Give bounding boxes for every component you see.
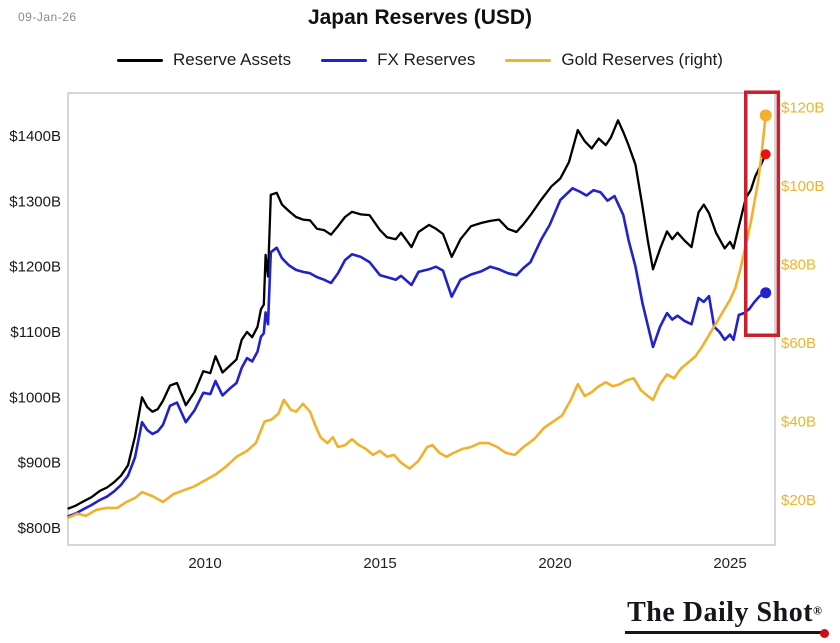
chart-date: 09-Jan-26 bbox=[18, 10, 77, 24]
y-left-tick-label: $1000B bbox=[9, 389, 61, 406]
y-right-tick-label: $120B bbox=[781, 100, 824, 117]
legend-item-fx-reserves: FX Reserves bbox=[321, 50, 475, 70]
end-dot-reserve-assets bbox=[760, 149, 771, 160]
legend-label-reserve-assets: Reserve Assets bbox=[173, 50, 292, 69]
highlight-box bbox=[744, 90, 781, 338]
legend-label-fx-reserves: FX Reserves bbox=[377, 50, 476, 69]
end-dot-fx-reserves bbox=[760, 287, 772, 299]
legend-label-gold-reserves: Gold Reserves (right) bbox=[561, 50, 723, 69]
y-left-tick-label: $1300B bbox=[9, 193, 61, 210]
y-left-tick-label: $1400B bbox=[9, 128, 61, 145]
x-tick-label: 2015 bbox=[363, 555, 396, 572]
y-right-tick-label: $20B bbox=[781, 492, 816, 509]
reserve-assets-line-swatch bbox=[117, 58, 164, 62]
gold-reserves-line-swatch bbox=[505, 58, 552, 62]
y-right-tick-label: $40B bbox=[781, 414, 816, 431]
legend-item-reserve-assets: Reserve Assets bbox=[117, 50, 291, 70]
logo-text-row: The Daily Shot® bbox=[625, 597, 826, 630]
fx-reserves-line-swatch bbox=[321, 58, 368, 62]
end-dot-gold-reserves-right bbox=[759, 109, 772, 122]
registered-trademark-icon: ® bbox=[813, 603, 822, 618]
daily-shot-logo: The Daily Shot® bbox=[625, 597, 829, 638]
y-left-tick-label: $1100B bbox=[10, 324, 61, 341]
logo-text: The Daily Shot bbox=[627, 597, 814, 628]
y-right-tick-label: $60B bbox=[781, 335, 816, 352]
page-title: Japan Reserves (USD) bbox=[307, 6, 533, 29]
y-left-tick-label: $1200B bbox=[9, 259, 61, 276]
series-line-fx-reserves bbox=[67, 187, 768, 518]
x-tick-label: 2025 bbox=[713, 555, 746, 572]
logo-underline bbox=[625, 629, 829, 638]
plot-border bbox=[67, 92, 776, 546]
y-left-tick-label: $900B bbox=[18, 455, 61, 472]
x-tick-label: 2010 bbox=[188, 555, 221, 572]
x-tick-label: 2020 bbox=[538, 555, 571, 572]
y-right-tick-label: $80B bbox=[781, 257, 816, 274]
y-left-tick-label: $800B bbox=[18, 520, 61, 537]
logo-red-dot bbox=[820, 629, 829, 638]
legend-item-gold-reserves: Gold Reserves (right) bbox=[505, 50, 723, 70]
chart-legend: Reserve Assets FX Reserves Gold Reserves… bbox=[0, 50, 840, 70]
series-line-reserve-assets bbox=[67, 119, 767, 510]
series-line-gold-reserves-right bbox=[67, 114, 768, 520]
y-right-tick-label: $100B bbox=[781, 178, 824, 195]
